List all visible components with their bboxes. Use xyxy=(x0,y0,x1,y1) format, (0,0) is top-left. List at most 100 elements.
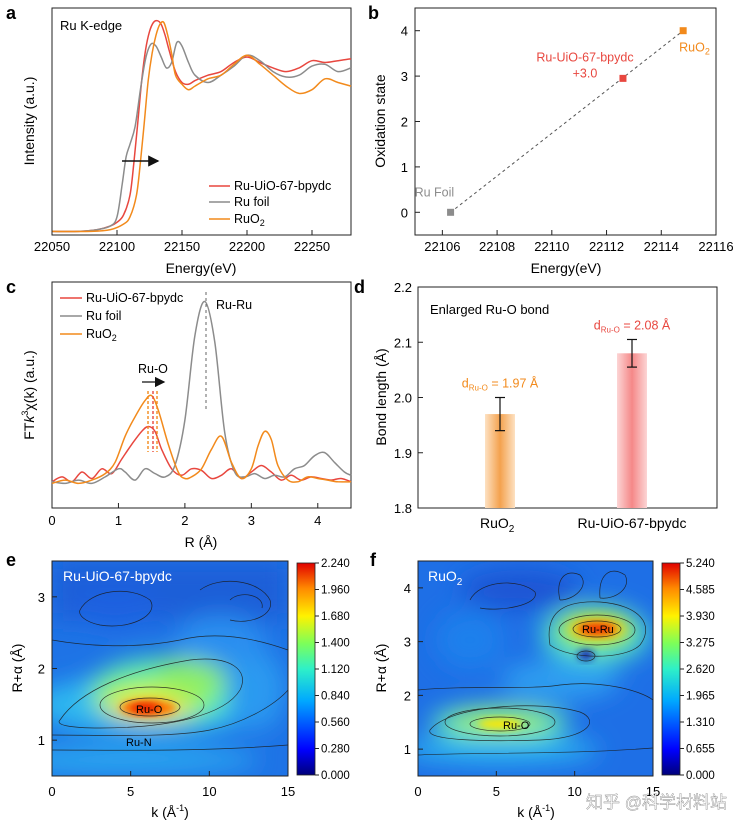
feature-label-run-e: Ru-N xyxy=(126,737,152,749)
colorbar-tick-label: 1.400 xyxy=(321,638,350,650)
x-tick-label-b: 22114 xyxy=(644,239,679,254)
panel-letter-e: e xyxy=(6,550,16,570)
y-tick-label-hm: 3 xyxy=(38,590,45,605)
x-tick-label-b: 22116 xyxy=(698,239,733,254)
plot-frame-d xyxy=(417,286,718,509)
x-axis-label-f: k (Å-1) xyxy=(517,803,555,820)
series-line-a-1 xyxy=(51,40,352,233)
x-cat-ruo2: RuO2 xyxy=(480,515,515,535)
bar-label-post-d-1: = 2.08 Å xyxy=(620,317,671,332)
x-axis-label-b: Energy(eV) xyxy=(531,260,602,276)
annot-ru-ru-c: Ru-Ru xyxy=(216,298,252,312)
panel-c: c 0 1 2 3 4 Ru-O Ru-Ru Ru-UiO-67-bpydc Ru fo… xyxy=(6,277,352,550)
x-axis-label-e: k (Å-1) xyxy=(151,803,189,820)
panel-letter-f: f xyxy=(370,550,377,570)
annot-ru-o-c: Ru-O xyxy=(138,362,168,376)
y-tick-label-hm: 1 xyxy=(38,733,45,748)
bar-value-label-d-0: dRu-O = 1.97 Å xyxy=(462,376,539,393)
panel-letter-b: b xyxy=(368,3,379,23)
y-tick-label-b: 1 xyxy=(401,160,408,175)
series-line-a-2 xyxy=(51,20,352,233)
colorbar-ticks-e: 2.240 1.960 1.680 1.400 1.120 0.840 0.560 0.280… xyxy=(315,558,350,782)
colorbar-tick-label: 2.240 xyxy=(321,558,350,570)
y-tick-label-d: 2.2 xyxy=(394,280,412,295)
bar-label-pre-d-0: d xyxy=(462,377,469,391)
y-axis-label-f: R+α (Å) xyxy=(373,644,389,693)
colorbar-tick-label: 0.655 xyxy=(686,744,715,756)
y-ticks-d: 1.8 1.9 2.0 2.1 2.2 xyxy=(394,280,423,516)
panel-letter-c: c xyxy=(6,277,16,297)
feature-label-ruru-f: Ru-Ru xyxy=(582,624,614,636)
y-tick-label-d: 1.9 xyxy=(394,446,412,461)
bar-label-sub-d-0: Ru-O xyxy=(469,384,488,393)
colorbar-tick-label: 0.560 xyxy=(321,717,350,729)
heatmap-f-contours xyxy=(418,570,653,756)
colorbar-ticks-f: 5.240 4.585 3.930 3.275 2.620 1.965 1.310 0.655… xyxy=(680,558,715,782)
x-tick-label-hm: 10 xyxy=(567,784,581,799)
x-tick-label-a: 22200 xyxy=(229,239,265,254)
y-axis-label-c: FTk3χ(k) (a.u.) xyxy=(20,350,37,439)
x-tick-label-hm: 5 xyxy=(127,784,134,799)
x-tick-label-hm: 5 xyxy=(493,784,500,799)
legend-a: Ru-UiO-67-bpydc Ru foil RuO2 xyxy=(209,179,331,228)
y-axis-label-a: Intensity (a.u.) xyxy=(21,77,37,166)
bar-label-pre-d-1: d xyxy=(594,318,601,332)
y-tick-label-hm: 2 xyxy=(404,688,411,703)
bar-label-sub-d-1: Ru-O xyxy=(601,325,620,334)
x-tick-label-a: 22050 xyxy=(34,239,70,254)
x-tick-label-a: 22100 xyxy=(99,239,135,254)
point-label-ruo2: RuO2 xyxy=(679,41,710,57)
point-label-ruuio: Ru-UiO-67-bpydc xyxy=(536,50,633,64)
x-cat-ruuio: Ru-UiO-67-bpydc xyxy=(578,515,687,531)
y-axis-label-b: Oxidation state xyxy=(372,74,388,168)
colorbar-tick-label: 0.840 xyxy=(321,691,350,703)
point-annotation-ruuio: +3.0 xyxy=(573,66,598,80)
y-tick-label-b: 4 xyxy=(401,24,408,39)
colorbar-tick-label: 1.680 xyxy=(321,611,350,623)
y-tick-label-d: 2.0 xyxy=(394,391,412,406)
watermark-text: 知乎 @科学材料站 xyxy=(586,793,727,812)
colorbar-tick-label: 3.930 xyxy=(686,611,715,623)
data-point-b-2 xyxy=(679,27,687,35)
x-tick-label-b: 22106 xyxy=(424,239,460,254)
fit-line-b xyxy=(450,30,684,213)
x-tick-label-hm: 0 xyxy=(48,784,55,799)
y-axis-label-e: R+α (Å) xyxy=(9,644,25,693)
colorbar-f xyxy=(661,562,681,776)
y-tick-label-hm: 2 xyxy=(38,662,45,677)
plot-a-lines xyxy=(51,19,352,233)
bar-value-label-d-1: dRu-O = 2.08 Å xyxy=(594,317,671,334)
series-line-c-1 xyxy=(51,300,352,485)
legend-label-rufoil: Ru foil xyxy=(234,195,269,209)
feature-label-ruo-f: Ru-O xyxy=(503,720,530,732)
x-tick-label-hm: 15 xyxy=(281,784,295,799)
ticks-f: 0 5 10 15 1 2 3 4 xyxy=(404,581,660,799)
colorbar-e xyxy=(296,562,316,776)
colorbar-tick-label: 3.275 xyxy=(686,638,715,650)
panel-f: f xyxy=(370,550,715,820)
chart-title-a: Ru K-edge xyxy=(60,18,122,33)
x-tick-label-hm: 15 xyxy=(646,784,660,799)
y-tick-label-d: 1.8 xyxy=(394,501,412,516)
panel-a: a Ru K-edge 22050 22100 22150 22200 22250 En… xyxy=(6,3,352,276)
legend-label-ruuio-c: Ru-UiO-67-bpydc xyxy=(86,291,183,305)
colorbar-tick-label: 2.620 xyxy=(686,664,715,676)
point-label-ruo2-main: RuO xyxy=(679,41,705,55)
ticks-b: 22106 22108 22110 22112 22114 22116 0 1 2 3 4 xyxy=(401,24,734,254)
point-label-ruo2-sub: 2 xyxy=(705,47,710,57)
legend-label-ruuio: Ru-UiO-67-bpydc xyxy=(234,179,331,193)
panel-b: b 22106 22108 22110 22112 22114 22116 0 1 2 3 4 Ru… xyxy=(368,3,734,276)
heatmap-title-e: Ru-UiO-67-bpydc xyxy=(63,568,172,584)
x-tick-label-c: 2 xyxy=(181,513,188,528)
colorbar-tick-label: 1.310 xyxy=(686,717,715,729)
legend-label-ruo2: RuO2 xyxy=(234,212,265,228)
y-tick-label-hm: 3 xyxy=(404,635,411,650)
colorbar-tick-label: 5.240 xyxy=(686,558,715,570)
x-tick-label-c: 0 xyxy=(48,513,55,528)
y-axis-label-d: Bond length (Å) xyxy=(373,348,389,445)
y-tick-label-b: 0 xyxy=(401,205,408,220)
x-ticks-a: 22050 22100 22150 22200 22250 xyxy=(34,230,330,254)
heatmap-e xyxy=(52,561,288,776)
series-line-c-2 xyxy=(51,394,352,485)
